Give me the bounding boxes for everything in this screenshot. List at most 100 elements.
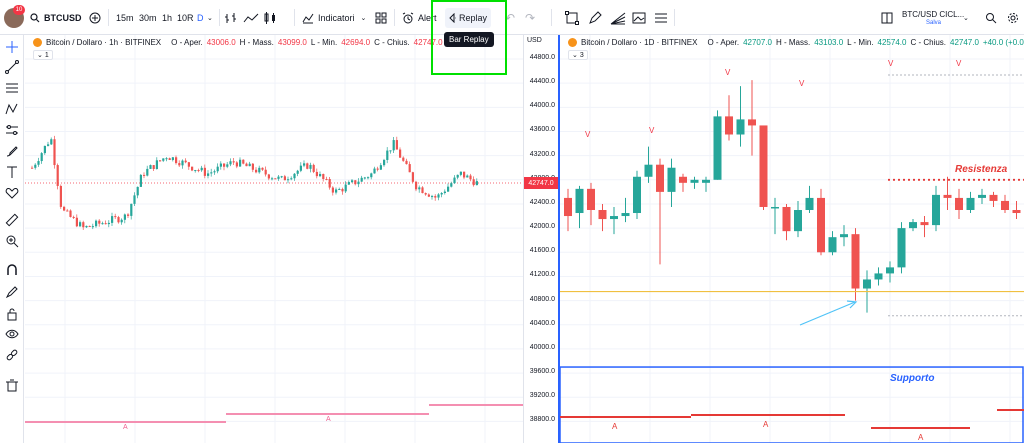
candle-body [88,225,91,227]
legend-collapse-button[interactable]: ⌄ 1 [33,50,53,60]
lock-icon[interactable] [3,305,21,323]
bar-style-button[interactable] [224,8,238,28]
candle-body [79,222,82,227]
candle-body [587,188,595,210]
arrow-head [846,300,858,309]
notification-badge: 10 [13,5,25,15]
candle-body [245,163,248,167]
candle-body [978,194,986,198]
candle-body [331,187,334,193]
candle-body [319,174,322,177]
settings-button[interactable] [1007,8,1019,28]
candle-body [955,197,963,210]
candle-body [114,216,117,218]
candle-body [440,193,443,195]
layout-chevron-down-icon[interactable]: ⌄ [963,15,969,22]
legend-low-label: L - Min. [310,38,338,47]
link-icon[interactable] [3,346,21,364]
quick-search-button[interactable] [985,8,997,28]
ruler-icon[interactable] [3,211,21,229]
candle-body [283,176,286,181]
magnet-icon[interactable] [3,261,21,279]
crosshair-icon[interactable] [3,38,21,56]
replay-button[interactable]: Replay [445,8,491,28]
candle-body [264,169,267,175]
layout-name[interactable]: BTC/USD CICL... Salva [902,10,964,28]
candle-body [644,164,653,177]
candle-body [909,222,917,229]
legend-high-label: H - Mass. [239,38,274,47]
candle-body [360,177,363,182]
timeframe-dropdown-icon[interactable]: ⌄ [207,15,213,22]
candle-body [851,234,860,289]
candle-body [31,167,34,169]
alert-button[interactable]: Alert [402,8,437,28]
chart-pane-1d[interactable]: Resistenza Supporto V V V V V V A A A Bitcoin / Do… [560,35,1024,443]
screenshot-button[interactable] [632,8,646,28]
zoom-icon[interactable] [3,232,21,250]
legend-low: 42574.0 [877,38,907,47]
candle-body [874,273,883,280]
text-tool-button[interactable] [654,8,668,28]
candle-body [235,162,238,167]
fib-tool-button[interactable] [610,8,626,28]
chart-1d-canvas[interactable]: Resistenza Supporto V V V V V V A A A [560,35,1024,443]
redo-icon[interactable]: ↷ [525,11,536,25]
fib-icon[interactable] [3,79,21,97]
pane-divider[interactable] [558,35,560,443]
trendline-icon[interactable] [3,58,21,76]
candle-body [667,167,676,192]
timeframe-1h[interactable]: 1h [162,13,173,23]
candle-body [47,144,50,146]
undo-icon[interactable]: ↶ [505,11,516,25]
collapse-count: 1 [44,52,49,59]
line-style-button[interactable] [243,8,259,28]
timeframe-d[interactable]: D [197,13,204,23]
timeframe-30m[interactable]: 30m [139,13,157,23]
legend-collapse-button[interactable]: ⌄ 3 [568,50,588,60]
brush-icon[interactable] [3,142,21,160]
candles-icon [264,12,275,24]
timeframe-15m[interactable]: 15m [116,13,134,23]
price-tick: 40400.0 [529,319,555,327]
candle-body [267,174,270,179]
candle-body [1001,200,1009,210]
layouts-button[interactable] [375,8,387,28]
candle-style-button[interactable] [263,8,277,28]
candle-body [897,228,906,268]
price-axis[interactable]: 44800.044400.044000.043600.043200.042800… [523,35,558,443]
selection-tool-button[interactable] [565,8,579,28]
lock-draw-icon[interactable] [3,283,21,301]
measure-icon[interactable] [3,121,21,139]
symbol-search-button[interactable]: BTCUSD [30,8,82,28]
trash-icon[interactable] [3,376,21,394]
pencil-icon [589,11,602,24]
collapse-count: 3 [579,52,584,59]
candle-body [453,177,456,184]
candle-body [149,165,152,169]
candle-body [418,187,421,190]
candle-body [463,171,466,178]
replay-label: Replay [458,13,487,23]
timeframe-10r[interactable]: 10R [177,13,194,23]
chart-1h-canvas[interactable]: AA [25,35,523,443]
candle-body [386,150,389,160]
indicators-button[interactable]: Indicatori ⌄ [302,8,366,28]
eye-icon[interactable] [3,325,21,343]
candle-body [290,178,293,180]
layout-toggle-button[interactable] [881,8,893,28]
text-icon[interactable] [3,163,21,181]
candle-body [817,197,825,253]
compare-add-button[interactable] [87,8,103,28]
candle-body [335,189,338,193]
heart-icon[interactable] [3,184,21,202]
candle-body [447,186,450,192]
candle-body [633,176,641,214]
price-tick: 40000.0 [529,343,555,351]
draw-tool-button[interactable] [588,8,602,28]
arrow-line [799,301,856,326]
candle-body [111,216,114,223]
pattern-icon[interactable] [3,100,21,118]
alarm-clock-icon [402,12,414,24]
